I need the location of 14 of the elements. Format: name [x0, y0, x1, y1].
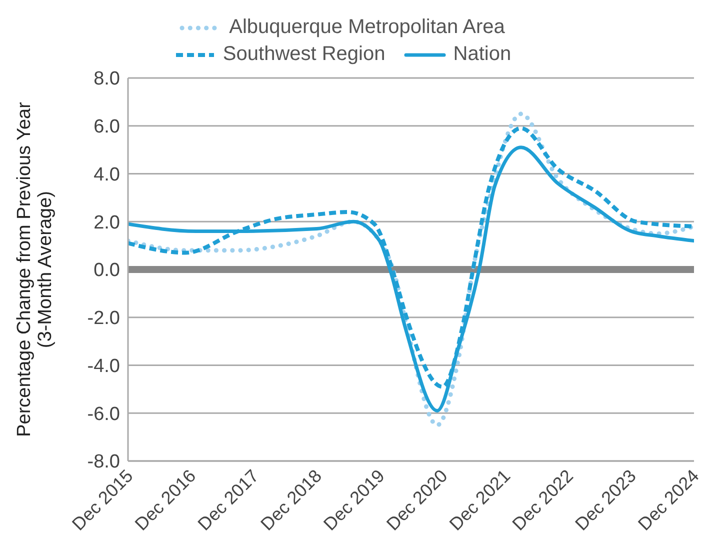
- line-series: [128, 112, 694, 428]
- y-tick-label: -6.0: [87, 404, 120, 425]
- legend-label: Albuquerque Metropolitan Area: [229, 16, 505, 39]
- y-tick-label: -4.0: [87, 356, 120, 377]
- y-tick-label: 0.0: [94, 260, 120, 282]
- legend-label: Nation: [453, 43, 512, 66]
- y-tick-label: -8.0: [87, 452, 120, 473]
- y-tick-label: 4.0: [94, 164, 120, 186]
- y-tick-label: -2.0: [87, 308, 120, 330]
- y-axis-title: Percentage Change from Previous Year (3-Month Average): [14, 101, 56, 437]
- legend-label: Southwest Region: [222, 43, 386, 66]
- y-tick-label: 6.0: [94, 116, 120, 138]
- y-tick-label: 8.0: [94, 68, 120, 90]
- y-tick-label: 2.0: [94, 212, 120, 234]
